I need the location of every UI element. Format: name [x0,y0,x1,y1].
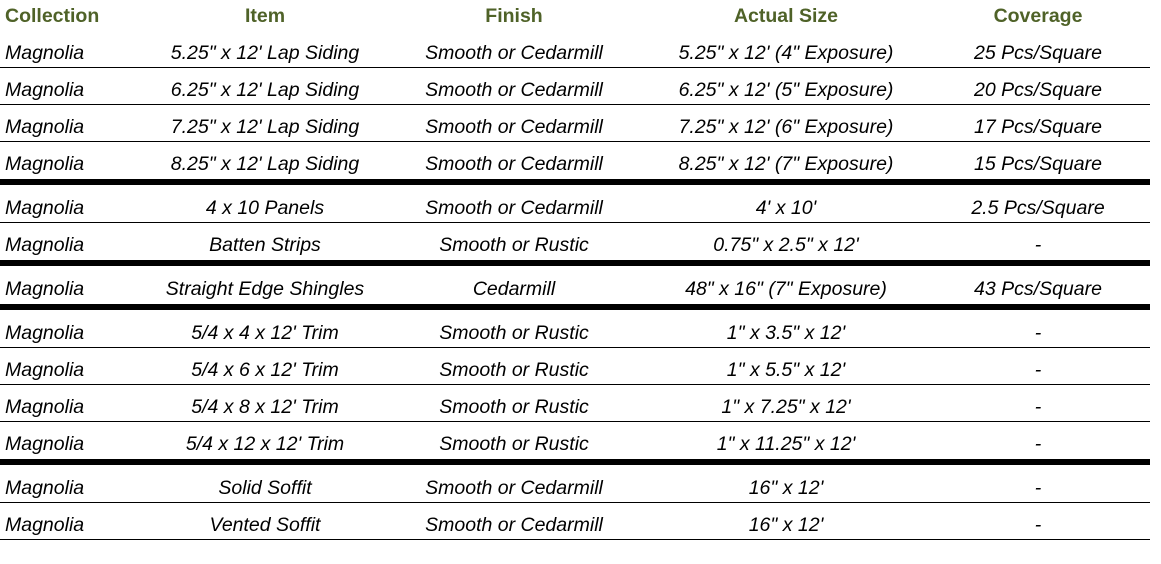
cell: 1" x 5.5" x 12' [727,359,847,381]
cell: 8.25" x 12' (7" Exposure) [679,153,894,175]
cell: Magnolia [5,278,84,300]
cell: Smooth or Cedarmill [425,79,603,101]
group-separator [0,459,1150,465]
group-separator [0,304,1150,310]
cell: - [1035,433,1042,455]
cell: 16" x 12' [749,477,825,499]
cell: 25 Pcs/Square [973,42,1102,64]
cell: Smooth or Rustic [439,359,589,381]
cell: 15 Pcs/Square [974,153,1102,175]
cell: Smooth or Rustic [439,396,589,418]
cell: 0.75" x 2.5" x 12' [713,234,860,256]
cell: Magnolia [5,234,84,256]
cell: Magnolia [5,514,84,536]
cell: 7.25" x 12' (6" Exposure) [679,116,894,138]
cell: Magnolia [5,116,84,138]
cell: Smooth or Rustic [439,234,589,256]
cell: 8.25" x 12' Lap Siding [171,153,360,175]
cell: Magnolia [5,42,84,64]
cell: Smooth or Cedarmill [425,153,603,175]
cell: Vented Soffit [210,514,323,536]
cell: Magnolia [5,79,84,101]
cell: 1" x 3.5" x 12' [727,322,847,344]
cell: 6.25" x 12' (5" Exposure) [679,79,894,101]
cell: Smooth or Cedarmill [425,197,603,219]
group-separator [0,179,1150,185]
cell: Solid Soffit [218,477,313,499]
cell: 5/4 x 4 x 12' Trim [191,322,339,344]
cell: Smooth or Cedarmill [425,514,603,536]
header-cell: Finish [485,5,542,27]
cell: 17 Pcs/Square [974,116,1102,138]
cell: 2.5 Pcs/Square [970,197,1104,219]
cell: 5.25" x 12' Lap Siding [171,42,360,64]
cell: - [1035,322,1042,344]
cell: 5/4 x 6 x 12' Trim [191,359,339,381]
cell: 7.25" x 12' Lap Siding [171,116,360,138]
cell: Magnolia [5,477,84,499]
header-cell: Item [245,5,285,27]
cell: Magnolia [5,197,84,219]
cell: 5.25" x 12' (4" Exposure) [679,42,894,64]
cell: Smooth or Cedarmill [425,477,603,499]
cell: Smooth or Rustic [439,433,589,455]
cell: 16" x 12' [749,514,825,536]
cell: 1" x 11.25" x 12' [717,433,857,455]
cell: Smooth or Cedarmill [425,42,603,64]
cell: 5/4 x 8 x 12' Trim [191,396,339,418]
cell: - [1035,396,1042,418]
cell: Magnolia [5,153,84,175]
cell: 5/4 x 12 x 12' Trim [186,433,344,455]
cell: 43 Pcs/Square [974,278,1102,300]
group-separator [0,260,1150,266]
cell: Cedarmill [473,278,556,300]
header-cell: Coverage [994,5,1083,27]
cell: 4' x 10' [756,197,818,219]
cell: - [1035,234,1042,256]
cell: Magnolia [5,396,84,418]
cell: 48" x 16" (7" Exposure) [685,278,887,300]
header-cell: Collection [5,5,99,27]
cell: 1" x 7.25" x 12' [721,396,852,418]
header-cell: Actual Size [734,5,838,27]
cell: Magnolia [5,322,84,344]
cell: Magnolia [5,433,84,455]
cell: - [1035,359,1042,381]
cell: Straight Edge Shingles [166,278,365,300]
cell: 4 x 10 Panels [206,197,324,219]
cell: Smooth or Rustic [439,322,589,344]
cell: - [1035,514,1042,536]
cell: 6.25" x 12' Lap Siding [171,79,360,101]
cell: 20 Pcs/Square [973,79,1102,101]
cell: Magnolia [5,359,84,381]
cell: Smooth or Cedarmill [425,116,603,138]
cell: Batten Strips [209,234,321,256]
cell: - [1035,477,1042,499]
